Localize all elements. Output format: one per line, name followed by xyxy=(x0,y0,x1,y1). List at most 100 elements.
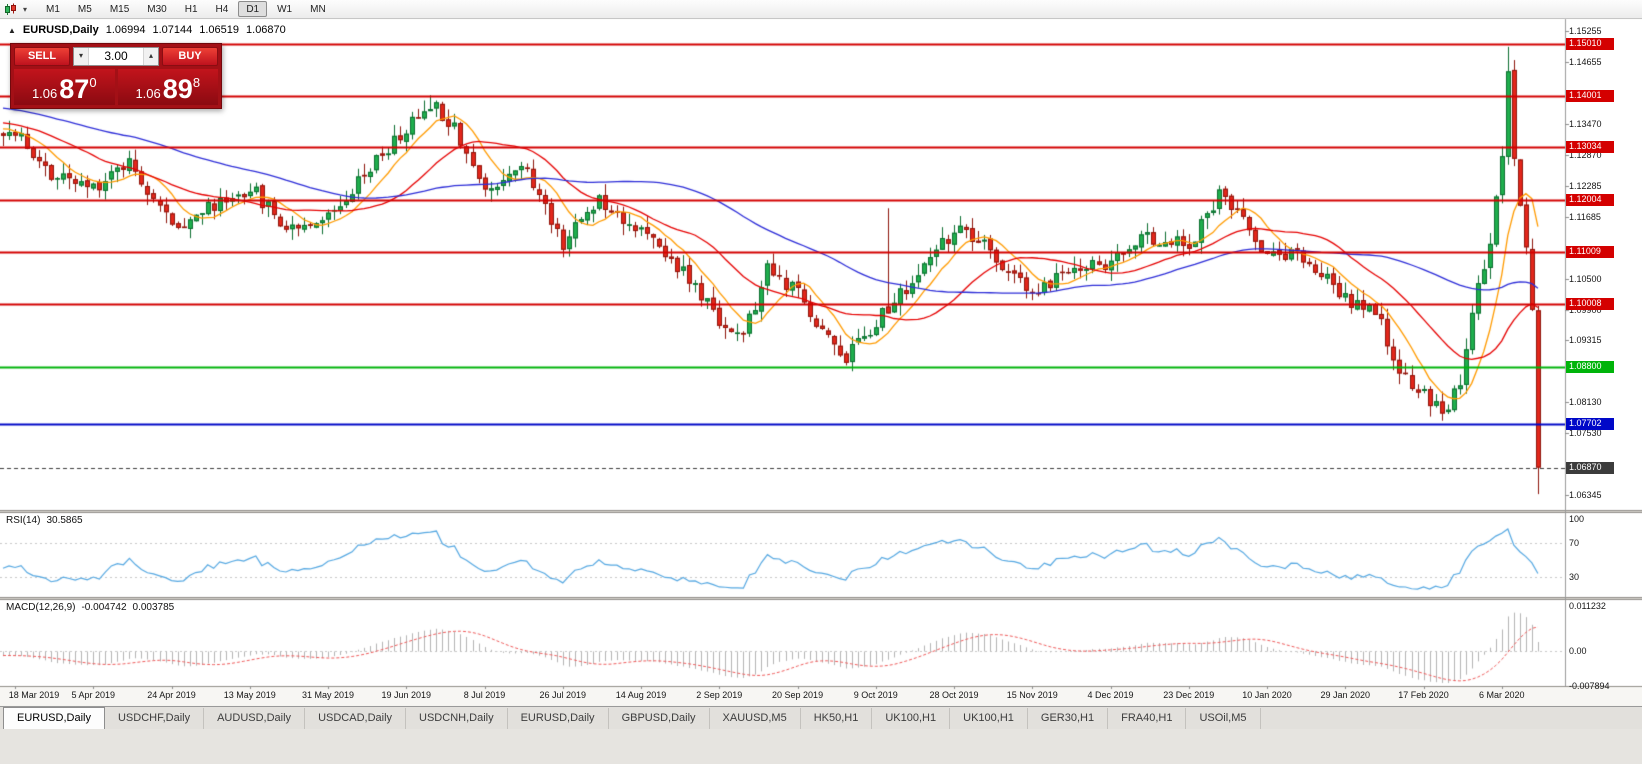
timeframe-button-m1[interactable]: M1 xyxy=(46,4,60,15)
timeframe-button-m15[interactable]: M15 xyxy=(109,4,130,15)
timeframe-button-m5[interactable]: M5 xyxy=(77,4,92,15)
chart-tab-usdchf-daily[interactable]: USDCHF,Daily xyxy=(105,708,205,729)
time-axis-label: 26 Jul 2019 xyxy=(539,690,587,700)
price-level-label: 1.13034 xyxy=(1566,140,1614,153)
time-axis-label: 24 Apr 2019 xyxy=(147,690,196,700)
time-axis-label: 9 Oct 2019 xyxy=(853,690,898,700)
macd-main-value: -0.004742 xyxy=(81,602,127,613)
sell-price-point: 0 xyxy=(89,75,97,90)
timeframe-buttons-group: M1 M5 M15 M30 H1 H4 D1 W1 MN xyxy=(37,1,335,17)
timeframe-button-h1[interactable]: H1 xyxy=(184,4,198,15)
ohlc-low-value: 1.06519 xyxy=(199,24,240,36)
chart-tab-uk100-h1[interactable]: UK100,H1 xyxy=(950,708,1028,729)
sell-button[interactable]: SELL xyxy=(14,47,70,66)
price-axis-tick: 1.15255 xyxy=(1569,25,1602,36)
chart-type-dropdown-icon[interactable]: ▾ xyxy=(22,4,27,14)
chart-tab-eurusd-daily[interactable]: EURUSD,Daily xyxy=(3,707,105,729)
time-axis-label: 23 Dec 2019 xyxy=(1163,690,1215,700)
price-axis-tick: 1.12285 xyxy=(1569,180,1602,191)
buy-button[interactable]: BUY xyxy=(162,47,218,66)
timeframes-toolbar: ▾ M1 M5 M15 M30 H1 H4 D1 W1 MN xyxy=(0,0,1642,19)
time-axis-label: 5 Apr 2019 xyxy=(71,690,116,700)
price-axis-tick: 1.07530 xyxy=(1569,428,1602,439)
candlestick-chart-icon[interactable] xyxy=(2,1,19,17)
macd-signal-value: 0.003785 xyxy=(132,602,175,613)
chart-tabs-bar: EURUSD,Daily USDCHF,Daily AUDUSD,Daily USDC… xyxy=(0,706,1642,729)
price-axis-tick: 1.12870 xyxy=(1569,150,1602,161)
price-level-label: 1.08800 xyxy=(1566,361,1614,374)
time-axis-label: 8 Jul 2019 xyxy=(463,690,506,700)
rsi-indicator-label: RSI(14) 30.5865 xyxy=(6,515,83,526)
time-axis-label: 17 Feb 2020 xyxy=(1398,690,1449,700)
ohlc-close-value: 1.06870 xyxy=(246,24,286,36)
chart-tab-uk100-h1[interactable]: UK100,H1 xyxy=(872,708,951,729)
price-level-label: 1.10008 xyxy=(1566,298,1614,311)
time-axis-label: 31 May 2019 xyxy=(302,690,355,700)
chart-tab-fra40-h1[interactable]: FRA40,H1 xyxy=(1108,708,1187,729)
time-axis-label: 10 Jan 2020 xyxy=(1242,690,1292,700)
macd-axis-label: 0.00 xyxy=(1569,645,1587,656)
buy-price-prefix: 1.06 xyxy=(135,85,161,101)
time-axis-label: 20 Sep 2019 xyxy=(772,690,824,700)
macd-axis-label: -0.007894 xyxy=(1569,681,1610,691)
timeframe-button-m30[interactable]: M30 xyxy=(147,4,167,15)
macd-axis-label: 0.011232 xyxy=(1569,601,1606,611)
time-axis-label: 19 Jun 2019 xyxy=(381,690,432,700)
price-axis-tick: 1.06345 xyxy=(1569,489,1602,500)
price-axis-tick: 1.10500 xyxy=(1569,273,1602,284)
price-level-label: 1.07702 xyxy=(1566,418,1614,431)
time-axis-label: 14 Aug 2019 xyxy=(615,690,667,700)
sell-price-display[interactable]: 1.06 87 0 xyxy=(14,69,115,105)
timeframe-button-w1[interactable]: W1 xyxy=(277,4,293,15)
chart-symbol-label: EURUSD,Daily xyxy=(22,24,99,36)
macd-name: MACD(12,26,9) xyxy=(6,602,76,613)
rsi-axis-label: 100 xyxy=(1569,514,1585,524)
one-click-trading-panel: SELL ▾ 3.00 ▴ BUY 1.06 87 0 1.06 89 8 xyxy=(10,43,222,109)
rsi-value: 30.5865 xyxy=(46,515,83,526)
rsi-axis-label: 70 xyxy=(1569,537,1580,548)
timeframe-button-h4[interactable]: H4 xyxy=(215,4,229,15)
chart-tab-usoil-m5[interactable]: USOil,M5 xyxy=(1186,708,1261,729)
timeframe-button-mn[interactable]: MN xyxy=(310,4,326,15)
chart-tab-usdcad-daily[interactable]: USDCAD,Daily xyxy=(305,708,407,729)
price-axis-tick: 1.08130 xyxy=(1569,396,1602,407)
chart-tab-usdcnh-daily[interactable]: USDCNH,Daily xyxy=(406,708,508,729)
price-level-label: 1.14001 xyxy=(1566,90,1614,103)
time-axis-label: 2 Sep 2019 xyxy=(696,690,743,700)
rsi-axis-label: 30 xyxy=(1569,571,1580,582)
chart-title: ▲ EURUSD,Daily 1.06994 1.07144 1.06519 1… xyxy=(8,24,286,36)
macd-indicator-label: MACD(12,26,9) -0.004742 0.003785 xyxy=(6,602,174,613)
chart-tab-hk50-h1[interactable]: HK50,H1 xyxy=(801,708,873,729)
price-axis-tick: 1.11685 xyxy=(1569,211,1601,222)
price-axis-tick: 1.13470 xyxy=(1569,118,1602,129)
price-axis-tick: 1.09315 xyxy=(1569,335,1602,346)
timeframe-button-d1[interactable]: D1 xyxy=(238,1,268,17)
volume-input[interactable]: 3.00 xyxy=(104,49,128,63)
buy-price-display[interactable]: 1.06 89 8 xyxy=(117,69,218,105)
volume-increase-icon[interactable]: ▴ xyxy=(143,48,158,65)
ohlc-high-value: 1.07144 xyxy=(152,24,193,36)
time-axis-label: 6 Mar 2020 xyxy=(1479,690,1525,700)
volume-dropdown-icon[interactable]: ▾ xyxy=(74,48,89,65)
time-axis-label: 28 Oct 2019 xyxy=(929,690,979,700)
buy-price-pips: 89 xyxy=(162,74,193,105)
price-level-label: 1.12004 xyxy=(1566,194,1614,207)
collapse-trade-panel-icon[interactable]: ▲ xyxy=(8,25,16,35)
chart-tab-xauusd-m5[interactable]: XAUUSD,M5 xyxy=(710,708,801,729)
time-axis-label: 4 Dec 2019 xyxy=(1087,690,1134,700)
ohlc-open-value: 1.06994 xyxy=(105,24,146,36)
time-axis-label: 29 Jan 2020 xyxy=(1320,690,1371,700)
sell-price-prefix: 1.06 xyxy=(31,85,58,101)
price-level-label: 1.15010 xyxy=(1566,37,1614,50)
chart-tab-audusd-daily[interactable]: AUDUSD,Daily xyxy=(204,708,306,729)
buy-price-point: 8 xyxy=(192,75,201,90)
sell-price-pips: 87 xyxy=(59,74,90,105)
time-axis-label: 15 Nov 2019 xyxy=(1006,690,1058,700)
current-price-label: 1.06870 xyxy=(1566,461,1614,474)
price-axis-tick: 1.14655 xyxy=(1569,57,1602,68)
chart-tab-gbpusd-daily[interactable]: GBPUSD,Daily xyxy=(609,708,710,729)
chart-tab-eurusd-daily[interactable]: EURUSD,Daily xyxy=(508,708,609,729)
chart-tab-ger30-h1[interactable]: GER30,H1 xyxy=(1028,708,1109,729)
